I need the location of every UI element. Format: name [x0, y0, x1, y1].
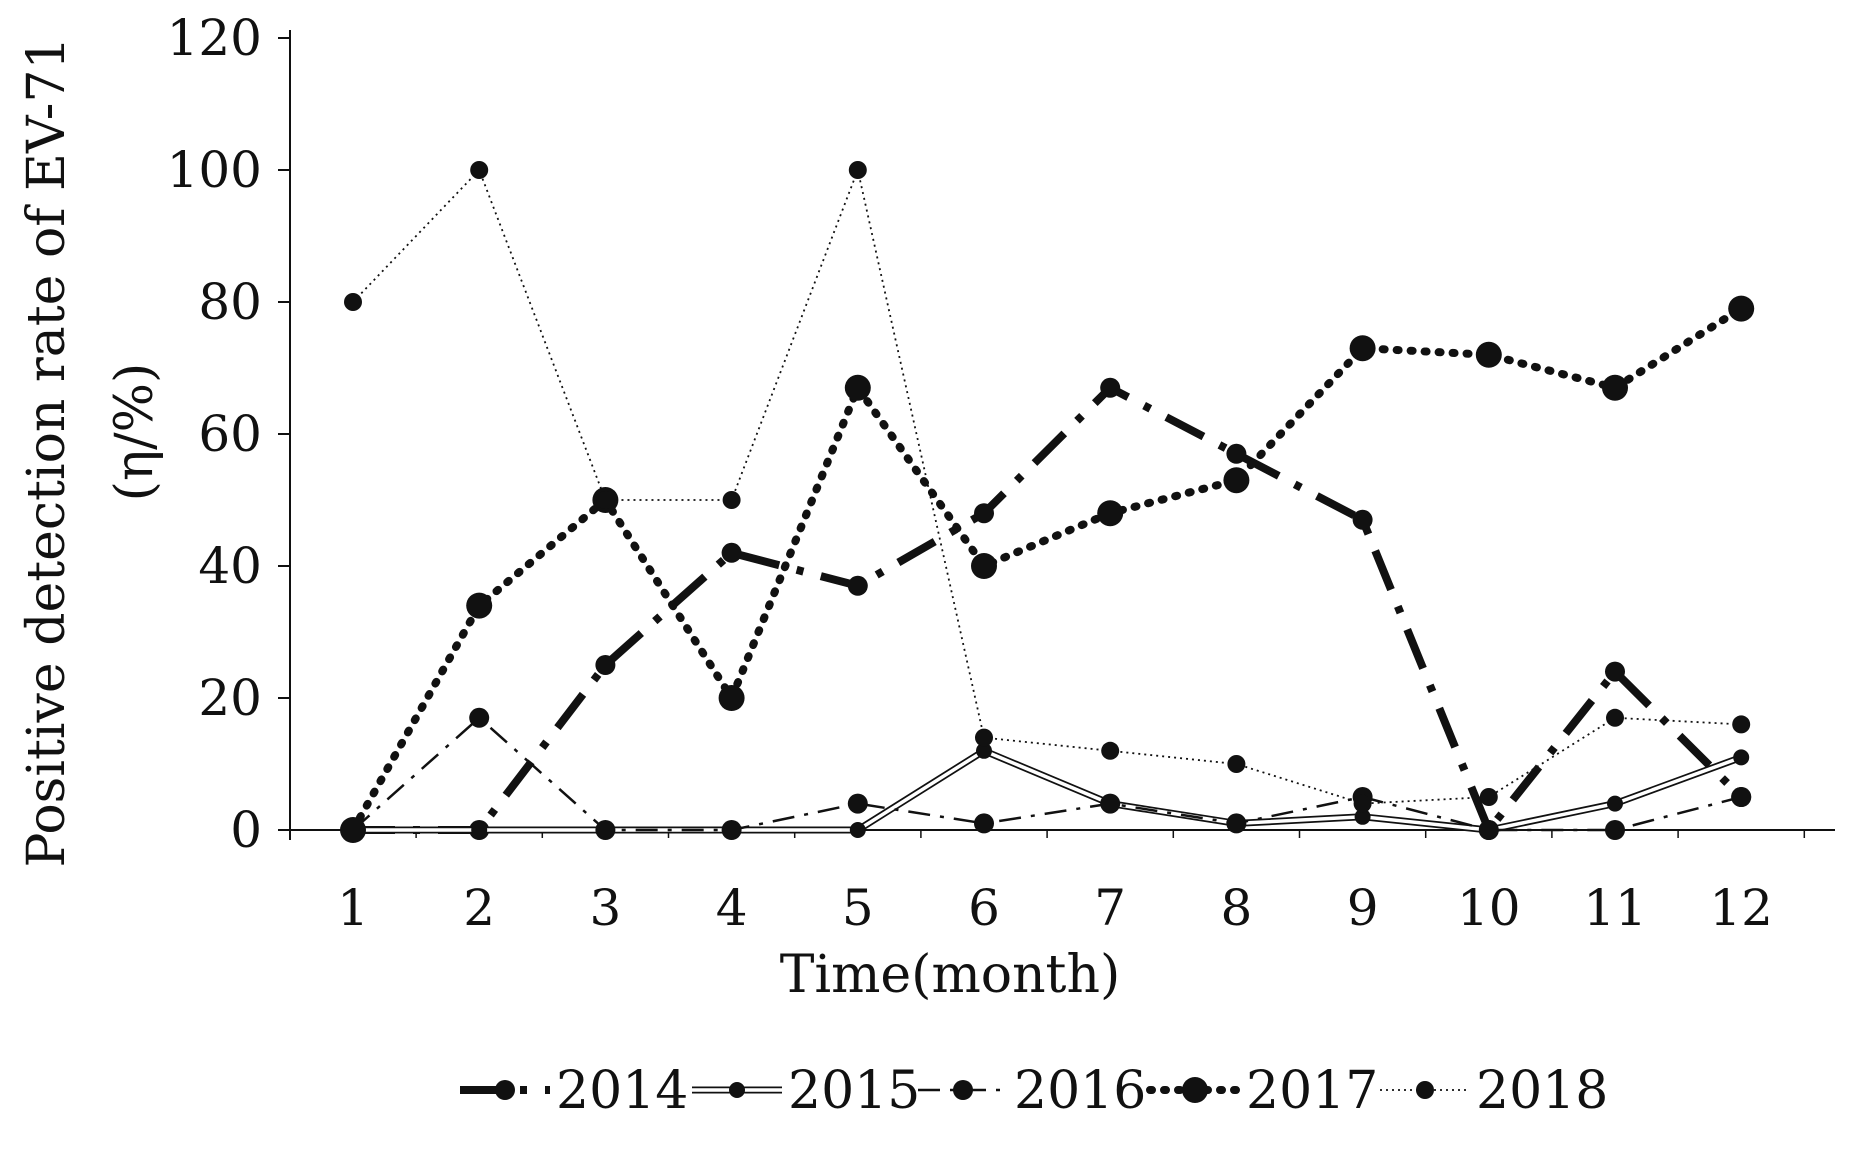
data-point-2016-8 [1226, 813, 1247, 834]
series-line-2017 [349, 304, 1746, 834]
data-point-2014-3 [595, 655, 616, 675]
y-tick-label: 20 [198, 669, 262, 727]
data-point-2014-11 [1605, 661, 1625, 682]
data-point-2017-10 [1475, 341, 1502, 368]
data-point-2017-4 [718, 685, 745, 711]
series-2015 [345, 742, 1750, 838]
legend-swatch-marker-2015 [729, 1082, 745, 1098]
x-tick-label: 10 [1457, 879, 1521, 937]
data-point-2016-10 [1478, 820, 1499, 840]
x-tick-label: 12 [1709, 879, 1773, 937]
x-tick-label: 11 [1583, 879, 1647, 937]
legend-swatch-marker-2018 [1416, 1081, 1434, 1099]
data-point-2017-1 [340, 817, 366, 843]
x-tick-label: 1 [337, 879, 369, 937]
data-point-2015-6 [976, 742, 992, 759]
series-2018 [344, 161, 1751, 813]
data-point-2016-4 [721, 820, 742, 840]
data-point-2017-5 [844, 374, 871, 401]
data-point-2016-5 [847, 793, 868, 814]
series-2014 [343, 377, 1752, 840]
data-point-2018-9 [1353, 794, 1372, 813]
data-point-2017-11 [1602, 374, 1628, 401]
x-axis-title: Time(month) [780, 945, 1120, 1005]
y-tick-label: 40 [198, 537, 262, 595]
data-point-2017-8 [1223, 467, 1250, 494]
data-point-2015-2 [471, 822, 488, 838]
data-point-2018-12 [1732, 715, 1751, 734]
data-point-2018-2 [470, 161, 489, 179]
legend-item-2018: 2018 [1380, 1061, 1608, 1121]
data-point-2016-2 [469, 707, 490, 728]
data-point-2018-10 [1479, 788, 1498, 806]
data-point-2017-6 [971, 553, 997, 579]
data-point-2014-8 [1226, 443, 1247, 464]
legend: 2014 2015 2016 2017 2018 [460, 1061, 1608, 1121]
data-point-2018-5 [848, 161, 867, 179]
legend-label-2018: 2018 [1476, 1061, 1608, 1121]
data-point-2018-6 [975, 728, 993, 747]
series-line-2016 [352, 716, 1742, 832]
x-tick-label: 5 [842, 879, 874, 937]
legend-item-2014: 2014 [460, 1061, 688, 1121]
series-line-2018 [352, 169, 1742, 805]
legend-swatch-marker-2016 [953, 1080, 973, 1100]
legend-item-2016: 2016 [918, 1061, 1146, 1121]
data-point-2014-4 [721, 542, 742, 563]
data-point-2018-1 [344, 293, 362, 311]
data-point-2018-7 [1101, 741, 1120, 760]
x-tick-label: 8 [1220, 879, 1252, 937]
x-axis-ticks: 1 2 3 4 5 6 7 8 9 10 11 12 [337, 830, 1806, 937]
y-axis-unit: (η/%) [105, 363, 165, 502]
y-tick-label: 120 [167, 9, 262, 67]
data-point-2016-7 [1100, 793, 1121, 814]
data-point-2017-7 [1097, 500, 1124, 527]
y-axis-title: Positive detection rate of EV-71 [17, 36, 77, 867]
data-point-2015-5 [849, 822, 866, 838]
data-point-2016-12 [1731, 787, 1752, 807]
data-point-2017-12 [1728, 295, 1755, 322]
y-tick-label: 60 [198, 405, 262, 463]
data-point-2015-9 [1354, 808, 1371, 825]
y-axis-ticks: 0 20 40 60 80 100 120 [167, 9, 290, 859]
x-tick-label: 7 [1094, 879, 1126, 937]
legend-label-2016: 2016 [1014, 1061, 1146, 1121]
series-2017 [340, 295, 1755, 843]
series-layer [340, 161, 1755, 843]
data-point-2014-7 [1100, 377, 1121, 398]
data-point-2015-12 [1733, 749, 1750, 766]
legend-item-2015: 2015 [692, 1061, 920, 1121]
data-point-2014-9 [1352, 509, 1373, 530]
data-point-2015-11 [1607, 795, 1623, 812]
series-line-2014 [353, 383, 1745, 834]
legend-item-2017: 2017 [1146, 1061, 1378, 1121]
data-point-2016-11 [1605, 820, 1625, 840]
data-point-2016-6 [974, 813, 994, 834]
data-point-2018-8 [1227, 755, 1246, 773]
x-tick-label: 3 [589, 879, 621, 937]
legend-label-2017: 2017 [1246, 1061, 1378, 1121]
legend-label-2014: 2014 [556, 1061, 688, 1121]
legend-swatch-marker-2017 [1182, 1077, 1208, 1103]
legend-label-2015: 2015 [788, 1061, 920, 1121]
data-point-2018-11 [1606, 708, 1624, 727]
y-tick-label: 80 [198, 273, 262, 331]
y-tick-label: 100 [167, 141, 262, 199]
data-point-2014-6 [974, 503, 994, 524]
y-tick-label: 0 [230, 801, 262, 859]
data-point-2017-2 [466, 592, 493, 619]
data-point-2014-5 [847, 575, 868, 596]
series-line-inner-2015 [353, 749, 1742, 832]
data-point-2018-3 [596, 491, 615, 509]
x-tick-label: 2 [463, 879, 495, 937]
legend-swatch-marker-2014 [495, 1080, 515, 1100]
data-point-2017-9 [1349, 335, 1376, 362]
x-tick-label: 9 [1347, 879, 1379, 937]
x-tick-label: 4 [716, 879, 748, 937]
data-point-2016-3 [595, 820, 616, 840]
data-point-2018-4 [722, 491, 741, 509]
x-tick-label: 6 [968, 879, 1000, 937]
